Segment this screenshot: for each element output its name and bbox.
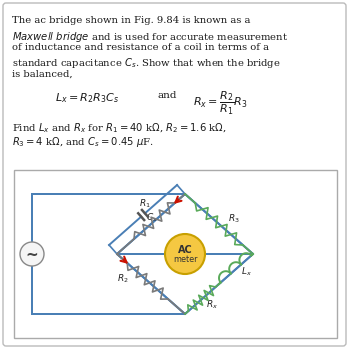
FancyBboxPatch shape [3,3,346,346]
Text: $C_s$: $C_s$ [146,212,157,224]
Text: AC: AC [177,245,192,255]
Text: of inductance and resistance of a coil in terms of a: of inductance and resistance of a coil i… [12,43,269,52]
Circle shape [20,242,44,266]
Text: ~: ~ [26,247,38,262]
Bar [14,170,337,338]
Text: Find $L_x$ and $R_x$ for $R_1 = 40$ k$\Omega$, $R_2 = 1.6$ k$\Omega$,: Find $L_x$ and $R_x$ for $R_1 = 40$ k$\O… [12,121,226,135]
Text: The ac bridge shown in Fig. 9.84 is known as a: The ac bridge shown in Fig. 9.84 is know… [12,16,251,25]
Text: $\it{Maxwell\ bridge}$ and is used for accurate measurement: $\it{Maxwell\ bridge}$ and is used for a… [12,30,288,44]
Circle shape [165,234,205,274]
Text: $R_3$: $R_3$ [229,213,240,225]
Text: standard capacitance $C_s$. Show that when the bridge: standard capacitance $C_s$. Show that wh… [12,57,281,70]
Text: $R_x = \dfrac{R_2}{R_1}R_3$: $R_x = \dfrac{R_2}{R_1}R_3$ [193,89,248,117]
Text: $L_x$: $L_x$ [240,266,251,278]
Text: meter: meter [173,255,197,265]
Text: $R_3 = 4$ k$\Omega$, and $C_s = 0.45$ $\mu$F.: $R_3 = 4$ k$\Omega$, and $C_s = 0.45$ $\… [12,135,154,149]
Text: $L_x = R_2R_3C_s$: $L_x = R_2R_3C_s$ [55,91,119,105]
Text: $R_2$: $R_2$ [117,273,129,285]
Text: and: and [158,91,177,101]
Text: $R_x$: $R_x$ [206,298,218,311]
Text: $R_1$: $R_1$ [139,198,150,210]
Text: is balanced,: is balanced, [12,70,73,79]
